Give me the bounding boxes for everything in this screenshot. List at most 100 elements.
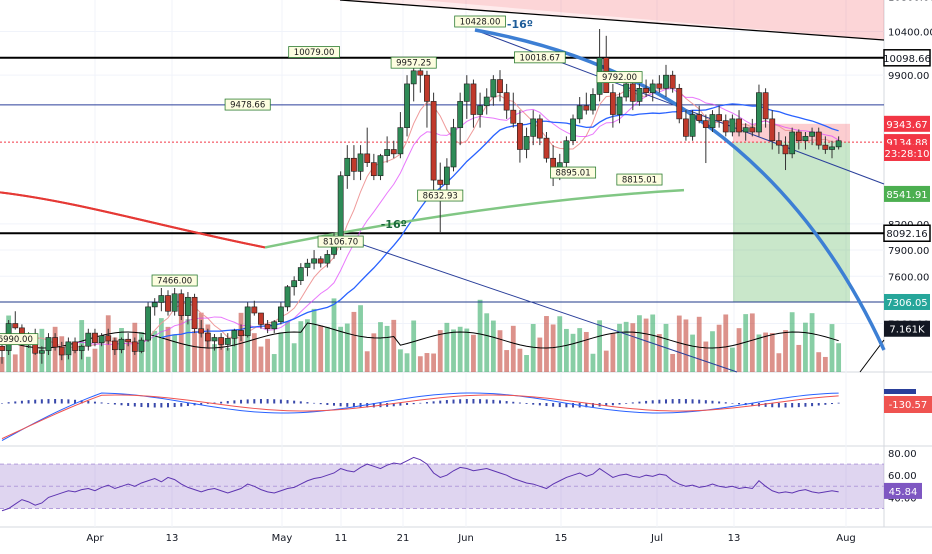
volume-bar: [583, 331, 589, 372]
volume-bar: [278, 332, 284, 372]
candle-body: [0, 345, 5, 351]
macd-histogram-bar: [233, 400, 236, 404]
candle-body: [483, 96, 490, 107]
time-axis-tick: 13: [166, 533, 179, 544]
time-axis-tick: Apr: [86, 533, 104, 544]
price-badge-label: 10098.66: [883, 54, 931, 65]
macd-histogram-bar: [811, 403, 814, 407]
volume-bar: [305, 319, 310, 372]
price-label-box: [596, 71, 643, 84]
macd-histogram-bar: [512, 401, 515, 404]
candle-body: [131, 341, 138, 352]
macd-histogram-bar: [837, 402, 840, 404]
macd-histogram-bar: [731, 403, 734, 404]
macd-histogram-bar: [346, 403, 349, 407]
macd-histogram-bar: [180, 403, 183, 407]
candle-body: [410, 70, 417, 85]
candle-body: [171, 293, 178, 312]
candle-body: [590, 94, 596, 111]
time-axis-tick: Aug: [836, 533, 856, 544]
macd-badge-bg: [884, 396, 932, 413]
macd-histogram-bar: [678, 399, 681, 404]
macd-histogram-bar: [1, 403, 3, 404]
macd-histogram-bar: [359, 403, 362, 408]
volume-bar: [451, 329, 456, 372]
volume-bar: [524, 355, 529, 372]
volume-bar: [19, 331, 25, 372]
volume-bar: [690, 334, 695, 372]
rsi-badge-label: 45.84: [889, 487, 918, 498]
macd-histogram-bar: [127, 403, 130, 406]
price-label: 8815.01: [622, 176, 657, 186]
macd-histogram-bar: [412, 403, 415, 405]
candle-body: [809, 131, 815, 137]
price-label-box: [224, 98, 271, 111]
candle-body: [384, 149, 391, 156]
volume-bar: [291, 343, 297, 372]
candle-body: [815, 131, 822, 146]
volume-bar: [398, 349, 403, 372]
volume-bar: [145, 327, 151, 372]
volume-bar: [125, 342, 131, 372]
candle-body: [789, 131, 796, 155]
rsi-axis-tick: 60.00: [888, 471, 917, 482]
volume-bar: [490, 320, 496, 372]
volume-bar: [736, 328, 742, 372]
volume-bar: [225, 347, 231, 372]
volume-bar: [637, 315, 642, 372]
macd-histogram-bar: [505, 401, 508, 404]
candle-body: [337, 175, 344, 238]
volume-bar: [318, 325, 324, 372]
candle-body: [835, 140, 842, 148]
macd-histogram-bar: [764, 403, 767, 407]
macd-histogram-bar: [618, 403, 621, 405]
macd-histogram-bar: [326, 403, 329, 405]
volume-bar: [338, 326, 344, 372]
macd-histogram-bar: [220, 401, 223, 404]
volume-bar: [530, 323, 536, 372]
price-label-box: [514, 51, 566, 64]
candle-body: [145, 306, 151, 341]
ma-200-red-line-2: [0, 191, 266, 249]
macd-histogram-bar: [439, 400, 442, 404]
macd-histogram-bar: [273, 399, 276, 404]
volume-bar: [212, 344, 217, 372]
macd-histogram-bar: [751, 403, 754, 406]
volume-bar: [251, 333, 257, 372]
candle-body: [583, 105, 590, 111]
macd-histogram-bar: [160, 403, 163, 408]
macd-histogram-bar: [286, 400, 289, 404]
volume-bar: [364, 351, 370, 372]
macd-histogram-bar: [718, 401, 721, 404]
macd-histogram-bar: [472, 399, 475, 404]
volume-bar: [623, 321, 629, 372]
candle-body: [450, 127, 457, 168]
rsi-line: [1, 456, 839, 512]
macd-histogram-bar: [419, 402, 422, 404]
macd-histogram-bar: [7, 402, 10, 404]
macd-histogram-bar: [74, 399, 77, 404]
candle-body: [609, 92, 616, 115]
macd-histogram-bar: [87, 400, 90, 404]
price-label: 9792.00: [602, 73, 637, 83]
price-label-box: [390, 56, 437, 69]
take-profit-zone: [733, 142, 850, 302]
macd-histogram-bar: [54, 399, 57, 404]
volume-bar: [192, 330, 197, 372]
macd-histogram-bar: [499, 400, 501, 404]
price-badge-label: 8541.91: [886, 190, 927, 201]
price-label-box: [317, 235, 364, 248]
volume-bar: [822, 356, 828, 372]
candle-body: [211, 337, 218, 342]
macd-histogram-bar: [386, 403, 389, 407]
macd-histogram-bar: [671, 399, 674, 404]
volume-bar: [99, 337, 104, 372]
price-badge-label: 7.161K: [889, 325, 925, 336]
candle-body: [775, 140, 782, 146]
volume-bar: [245, 315, 251, 372]
macd-histogram-bar: [665, 399, 667, 404]
candle-body: [111, 340, 118, 351]
time-axis-tick: 15: [555, 533, 568, 544]
